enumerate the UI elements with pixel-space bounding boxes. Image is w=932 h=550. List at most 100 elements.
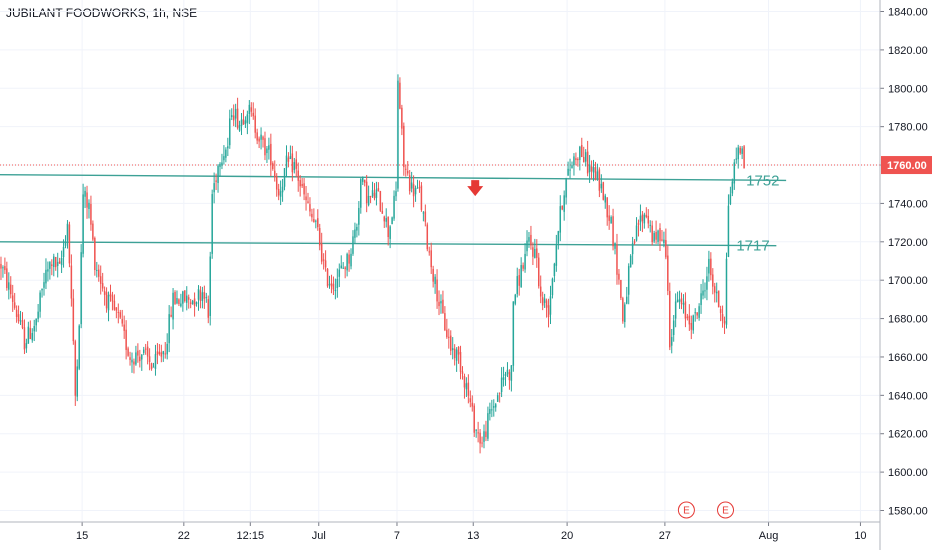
candle-body [25, 343, 28, 349]
candle-body [706, 276, 708, 290]
candle-body [285, 155, 288, 169]
x-tick-label: Aug [759, 530, 779, 542]
candle-body [743, 146, 745, 169]
candle-body [299, 180, 301, 187]
candle-body [528, 237, 530, 242]
candle-body [27, 326, 30, 344]
candle-body [287, 157, 290, 162]
candle-body [369, 196, 372, 198]
candle-body [346, 253, 348, 271]
candle-body [406, 170, 409, 174]
candle-body [647, 215, 650, 224]
candle-body [297, 170, 299, 181]
candle-body [137, 350, 139, 356]
candle-body [510, 365, 513, 381]
candle-body [506, 369, 509, 375]
candle-body [184, 290, 186, 302]
candle-body [109, 293, 112, 297]
candle-body [393, 195, 395, 219]
candle-body [51, 264, 53, 266]
y-tick-label: 1700.00 [888, 275, 928, 287]
candle-body [526, 240, 528, 252]
candle-body [11, 295, 14, 302]
level-label: 1752 [746, 172, 779, 189]
candle-body [363, 179, 366, 183]
candle-body [107, 294, 110, 311]
candle-body [187, 297, 190, 300]
candle-body [565, 178, 567, 198]
y-tick-label: 1740.00 [888, 198, 928, 210]
candle-body [209, 256, 211, 316]
candle-body [412, 184, 415, 197]
candle-body [401, 107, 403, 129]
candle-body [428, 251, 430, 253]
candle-body [240, 119, 243, 126]
candle-body [88, 202, 90, 210]
candle-body [166, 343, 168, 355]
y-tick-label: 1600.00 [888, 467, 928, 479]
candle-body [15, 309, 18, 317]
candle-body [663, 239, 665, 243]
candle-body [541, 297, 544, 306]
candle-body [661, 239, 663, 241]
candle-body [303, 183, 305, 195]
candle-body [651, 225, 653, 243]
candle-body [80, 252, 82, 325]
candle-body [408, 175, 411, 192]
candle-body [493, 406, 495, 408]
candle-body [530, 234, 532, 246]
candle-body [94, 238, 96, 271]
candle-body [101, 283, 104, 289]
candle-body [123, 324, 125, 331]
candle-body [309, 204, 311, 212]
candles [0, 74, 745, 454]
candle-body [283, 168, 286, 187]
candle-body [375, 189, 378, 198]
candle-body [698, 306, 700, 318]
candle-body [348, 254, 350, 264]
candle-body [551, 278, 554, 296]
candle-body [610, 217, 612, 224]
candle-body [414, 188, 417, 195]
candle-body [82, 194, 84, 254]
candle-body [99, 276, 102, 284]
candle-body [6, 268, 8, 289]
chart-title: JUBILANT FOODWORKS, 1h, NSE [6, 6, 198, 20]
candle-body [543, 298, 546, 303]
candle-body [66, 223, 69, 241]
candle-body [532, 247, 534, 257]
candle-body [483, 431, 485, 442]
candle-body [434, 276, 436, 285]
candle-body [399, 82, 401, 109]
candle-body [274, 170, 276, 178]
candle-body [686, 316, 689, 318]
candle-body [577, 158, 579, 161]
candle-body [561, 205, 563, 210]
candle-body [479, 432, 481, 444]
candle-body [127, 348, 129, 356]
candle-body [117, 311, 120, 313]
candle-body [238, 125, 241, 131]
candle-body [487, 413, 489, 439]
candle-body [358, 207, 360, 225]
candle-body [148, 356, 151, 363]
candle-body [248, 104, 251, 114]
candle-body [684, 301, 687, 319]
candle-body [704, 290, 706, 292]
candle-body [606, 197, 608, 218]
candle-body [291, 153, 294, 173]
candle-body [481, 442, 483, 444]
candle-body [21, 320, 24, 328]
candle-body [633, 241, 636, 244]
candle-body [262, 136, 264, 140]
candle-body [455, 349, 458, 361]
candle-body [43, 282, 45, 288]
candle-body [254, 115, 256, 133]
candle-body [549, 296, 552, 315]
candle-body [41, 288, 43, 291]
candle-body [598, 169, 601, 191]
candle-body [295, 159, 298, 169]
candle-body [340, 265, 342, 269]
candle-body [56, 261, 59, 266]
